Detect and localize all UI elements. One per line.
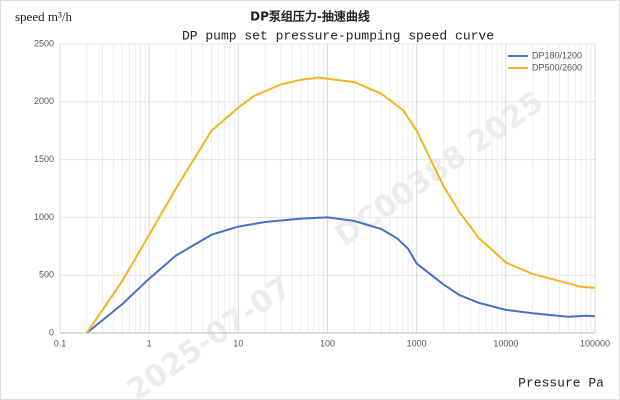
legend-label: DP500/2600	[532, 62, 582, 72]
y-tick-label: 1500	[34, 154, 54, 164]
x-tick-label: 0.1	[54, 338, 67, 348]
x-tick-label: 1	[147, 338, 152, 348]
y-tick-label: 2000	[34, 96, 54, 106]
y-tick-label: 0	[49, 327, 54, 337]
series-line	[86, 216, 596, 334]
x-axis-label: Pressure Pa	[518, 375, 604, 390]
x-tick-label: 100	[320, 338, 335, 348]
chart-subtitle: DP pump set pressure-pumping speed curve	[182, 28, 494, 43]
y-tick-label: 500	[39, 270, 54, 280]
y-axis-label: speed m³/h	[15, 9, 72, 24]
chart-title: DP泵组压力-抽速曲线	[250, 9, 370, 24]
y-tick-label: 2500	[34, 38, 54, 48]
legend-label: DP180/1200	[532, 50, 582, 60]
x-tick-label: 10000	[493, 338, 518, 348]
x-tick-label: 100000	[580, 338, 610, 348]
series-line	[85, 76, 596, 334]
y-tick-label: 1000	[34, 212, 54, 222]
x-tick-label: 1000	[407, 338, 427, 348]
x-tick-label: 10	[233, 338, 243, 348]
